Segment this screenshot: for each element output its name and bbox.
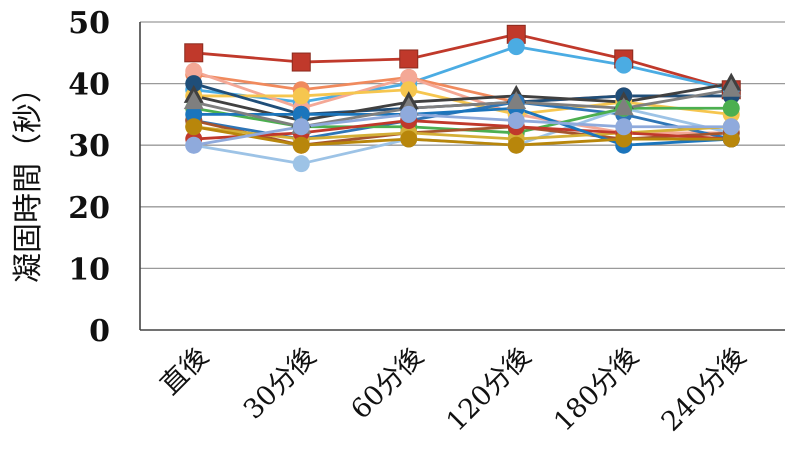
y-tick-label: 30 bbox=[68, 129, 110, 164]
data-point bbox=[722, 118, 740, 136]
y-tick-label: 0 bbox=[89, 314, 110, 349]
data-point bbox=[400, 105, 418, 123]
series-markers bbox=[183, 24, 742, 173]
x-tick-label: 30分後 bbox=[238, 341, 322, 425]
axes bbox=[139, 22, 785, 331]
grid bbox=[140, 21, 785, 270]
data-point bbox=[615, 130, 633, 148]
data-point bbox=[722, 99, 740, 117]
data-point-triangle bbox=[613, 97, 634, 116]
data-point bbox=[400, 130, 418, 148]
x-tick-label: 180分後 bbox=[548, 341, 645, 438]
data-point-triangle bbox=[721, 78, 742, 97]
x-tick-label: 240分後 bbox=[656, 341, 753, 438]
data-point-triangle bbox=[183, 91, 204, 110]
series-line bbox=[193, 32, 732, 92]
data-point bbox=[292, 87, 310, 105]
y-tick-label: 40 bbox=[68, 68, 110, 103]
y-tick-label: 50 bbox=[68, 6, 110, 41]
x-tick-label: 120分後 bbox=[441, 341, 538, 438]
data-point bbox=[722, 130, 740, 148]
data-point-triangle bbox=[506, 91, 527, 110]
data-point bbox=[400, 81, 418, 99]
data-point bbox=[400, 68, 418, 86]
data-point bbox=[292, 155, 310, 173]
data-point-square bbox=[184, 43, 204, 63]
data-point bbox=[615, 56, 633, 74]
data-point bbox=[185, 136, 203, 154]
data-point bbox=[507, 136, 525, 154]
x-tick-label: 直後 bbox=[155, 341, 215, 401]
series-line bbox=[193, 125, 732, 147]
data-point bbox=[292, 136, 310, 154]
series-lines bbox=[193, 32, 732, 166]
series-line bbox=[193, 88, 732, 129]
data-point bbox=[185, 118, 203, 136]
x-tick-label: 60分後 bbox=[345, 341, 429, 425]
data-point bbox=[185, 75, 203, 93]
y-tick-label: 20 bbox=[68, 191, 110, 226]
data-point-square bbox=[291, 52, 311, 72]
data-point bbox=[185, 62, 203, 80]
data-point bbox=[507, 38, 525, 56]
series-line bbox=[193, 125, 732, 141]
y-axis-label: 凝固時間（秒） bbox=[11, 73, 46, 283]
y-tick-label: 10 bbox=[68, 252, 110, 287]
series-line bbox=[193, 106, 732, 147]
series-line bbox=[193, 113, 732, 147]
series-line bbox=[193, 82, 732, 122]
data-point-square bbox=[399, 49, 419, 69]
data-point bbox=[292, 118, 310, 136]
x-tick-labels: 直後 30分後 60分後 120分後 180分後 240分後 bbox=[155, 341, 753, 438]
y-tick-labels: 0 10 20 30 40 50 bbox=[68, 6, 110, 349]
series-line bbox=[193, 119, 732, 141]
data-point bbox=[185, 105, 203, 123]
data-point bbox=[615, 118, 633, 136]
data-point bbox=[292, 105, 310, 123]
data-point bbox=[507, 112, 525, 130]
series-line bbox=[193, 45, 732, 104]
